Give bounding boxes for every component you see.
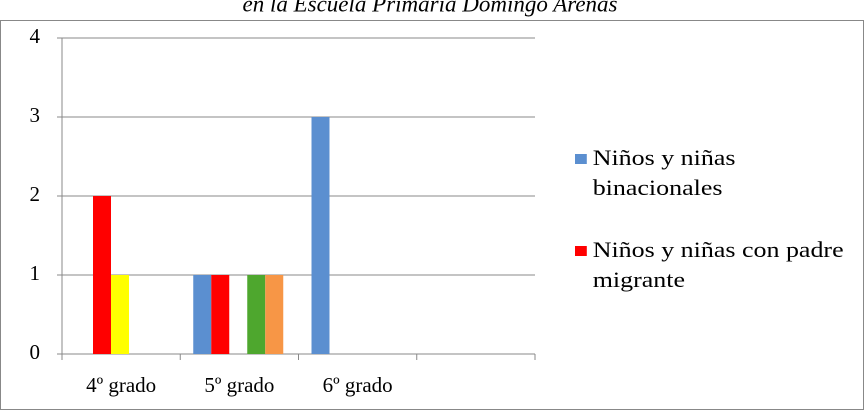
- legend: Niños y niñas binacionales Niños y niñas …: [575, 143, 844, 327]
- bar: [211, 275, 230, 354]
- bar: [247, 275, 266, 354]
- chart-border: [0, 20, 864, 410]
- bar: [311, 117, 330, 354]
- y-tick-label: 3: [30, 103, 41, 127]
- legend-swatch: [575, 246, 587, 256]
- legend-entry: Niños y niñas con padre migrante: [575, 235, 855, 295]
- y-tick-label: 2: [30, 182, 41, 206]
- y-tick-label: 1: [30, 261, 41, 285]
- x-tick-label: 6º grado: [323, 373, 393, 397]
- bar: [111, 275, 129, 354]
- legend-entry: Niños y niñas binacionales: [575, 143, 855, 203]
- x-tick-label: 5º grado: [204, 373, 274, 397]
- bar: [193, 275, 212, 354]
- legend-label: Niños y niñas binacionales: [592, 145, 736, 200]
- legend-label: Niños y niñas con padre migrante: [592, 237, 844, 292]
- chart-title: en la Escuela Primaria Domingo Arenas: [243, 0, 618, 16]
- bar: [93, 196, 111, 354]
- y-tick-label: 4: [30, 24, 41, 48]
- bar: [265, 275, 284, 354]
- y-tick-label: 0: [30, 340, 41, 364]
- x-tick-label: 4º grado: [86, 373, 156, 397]
- legend-swatch: [575, 154, 587, 164]
